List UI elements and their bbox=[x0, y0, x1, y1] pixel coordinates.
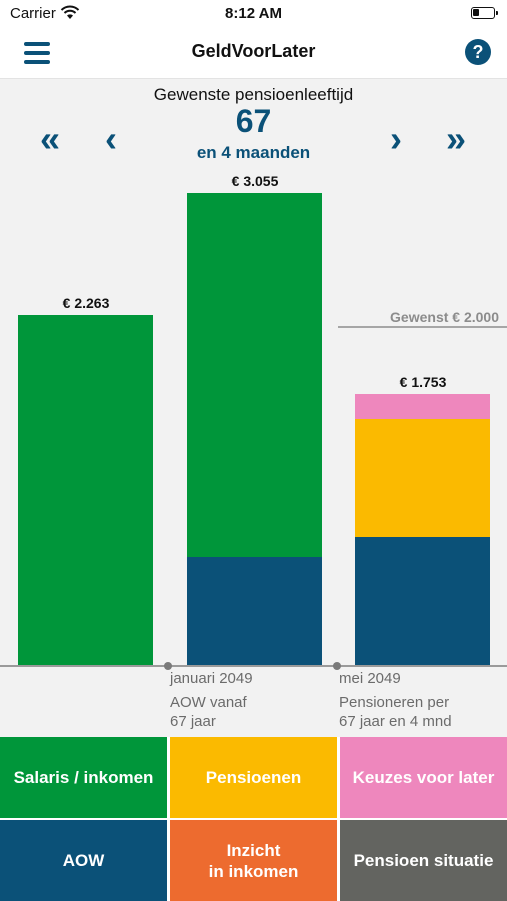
carrier-label: Carrier bbox=[10, 5, 56, 22]
age-months: en 4 maanden bbox=[196, 143, 311, 162]
tile-pensioenen[interactable]: Pensioenen bbox=[170, 737, 337, 818]
retirement-note-line2: 67 jaar en 4 mnd bbox=[339, 713, 452, 730]
previous-age-button[interactable]: ‹ bbox=[105, 118, 117, 159]
bar-total-label: € 1.753 bbox=[399, 374, 447, 391]
bar-segment bbox=[18, 315, 153, 665]
age-years: 67 bbox=[235, 103, 272, 139]
menu-icon[interactable] bbox=[24, 42, 50, 64]
wifi-icon bbox=[60, 5, 80, 25]
aow-note-line2: 67 jaar bbox=[170, 713, 216, 730]
bar-segment bbox=[187, 193, 322, 557]
tile-salaris[interactable]: Salaris / inkomen bbox=[0, 737, 167, 818]
timeline-marker bbox=[333, 662, 341, 670]
tile-aow[interactable]: AOW bbox=[0, 820, 167, 901]
timeline-marker bbox=[164, 662, 172, 670]
first-age-button[interactable]: « bbox=[39, 118, 61, 159]
timeline-axis bbox=[0, 665, 507, 667]
bar-segment bbox=[355, 394, 490, 420]
navigation-bar: GeldVoorLater ? bbox=[0, 28, 507, 79]
bar-total-label: € 2.263 bbox=[62, 295, 110, 312]
aow-date: januari 2049 bbox=[170, 670, 253, 687]
pension-overview: Gewenste pensioenleeftijd 67 en 4 maande… bbox=[0, 79, 507, 737]
category-tiles: Salaris / inkomen Pensioenen Keuzes voor… bbox=[0, 737, 507, 901]
battery-icon bbox=[471, 7, 498, 19]
app-title: GeldVoorLater bbox=[191, 41, 316, 61]
desired-income-label: Gewenst € 2.000 bbox=[390, 308, 499, 325]
help-icon[interactable]: ? bbox=[465, 39, 491, 65]
aow-note-line1: AOW vanaf bbox=[170, 694, 247, 711]
tile-keuzes[interactable]: Keuzes voor later bbox=[340, 737, 507, 818]
last-age-button[interactable]: » bbox=[445, 118, 467, 159]
tile-inzicht[interactable]: Inzicht in inkomen bbox=[170, 820, 337, 901]
bar-segment bbox=[355, 536, 490, 665]
age-caption: Gewenste pensioenleeftijd bbox=[153, 85, 354, 104]
retirement-date: mei 2049 bbox=[339, 670, 401, 687]
clock: 8:12 AM bbox=[225, 5, 282, 22]
next-age-button[interactable]: › bbox=[390, 118, 402, 159]
desired-income-line bbox=[338, 325, 507, 328]
bar-segment bbox=[355, 419, 490, 537]
bar-segment bbox=[187, 556, 322, 665]
retirement-note-line1: Pensioneren per bbox=[339, 694, 450, 711]
status-bar: Carrier 8:12 AM bbox=[0, 0, 507, 28]
bar-total-label: € 3.055 bbox=[231, 173, 279, 189]
tile-pensioen-situatie[interactable]: Pensioen situatie bbox=[340, 820, 507, 901]
